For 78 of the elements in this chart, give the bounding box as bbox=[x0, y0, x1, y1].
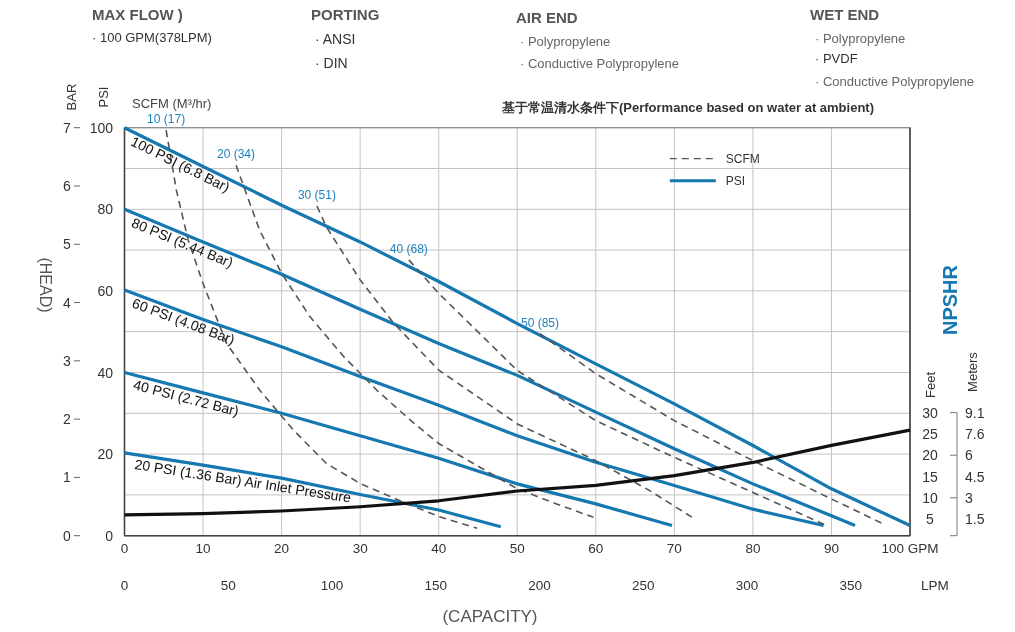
y-axis-title: PSI bbox=[96, 86, 111, 108]
text: · Polypropylene bbox=[815, 31, 906, 46]
chart-subtitle: 基于常温清水条件下(Performance based on water at ambient) bbox=[500, 100, 875, 115]
x-tick-label: 60 bbox=[588, 541, 604, 556]
y3-tick-label: 20 bbox=[922, 447, 938, 464]
text: · Conductive Polypropylene bbox=[520, 56, 679, 71]
x2-tick-label: 350 bbox=[839, 578, 863, 593]
x2-axis-title: LPM bbox=[921, 578, 949, 593]
y2-tick-label: 0 bbox=[63, 527, 72, 544]
annotation: 10 (17) bbox=[147, 112, 186, 127]
y3-tick-label: 10 bbox=[922, 489, 938, 506]
x2-tick-label: 50 bbox=[220, 578, 236, 593]
text: AIR END bbox=[516, 9, 578, 26]
text: PORTING bbox=[311, 6, 380, 23]
y-tick-label: 40 bbox=[97, 364, 114, 381]
x2-tick-label: 250 bbox=[632, 578, 655, 593]
y2-tick-label: 7 bbox=[63, 119, 72, 136]
annotation: 50 (85) bbox=[521, 315, 560, 330]
annotation: 40 (68) bbox=[389, 241, 428, 256]
x-tick-label: 20 bbox=[274, 541, 290, 556]
y2-axis-title: BAR bbox=[64, 83, 79, 111]
x-tick-label: 10 bbox=[195, 541, 211, 556]
x-tick-label: 100 GPM bbox=[881, 541, 939, 556]
x-tick-label: 50 bbox=[509, 541, 525, 556]
y3-tick-label: 30 bbox=[922, 404, 938, 421]
x-axis-title: (CAPACITY) bbox=[442, 607, 538, 626]
legend-label: PSI bbox=[725, 173, 746, 188]
text: · Polypropylene bbox=[520, 34, 611, 49]
x2-tick-label: 0 bbox=[120, 578, 129, 593]
annotation: 60 PSI (4.08 Bar) bbox=[130, 294, 237, 348]
y2-tick-label: 1 bbox=[63, 469, 72, 486]
text: · PVDF bbox=[815, 51, 858, 66]
text: 6 bbox=[965, 447, 973, 464]
annotation: 20 PSI (1.36 Bar) Air Inlet Pressure bbox=[133, 456, 353, 506]
text: 9.1 bbox=[965, 404, 985, 421]
annotation: 20 (34) bbox=[217, 147, 256, 162]
text: (HEAD) bbox=[37, 257, 54, 313]
text: MAX FLOW ) bbox=[92, 6, 183, 23]
y3-axis-title: Feet bbox=[923, 371, 938, 399]
text: 4.5 bbox=[965, 468, 985, 485]
y2-tick-label: 4 bbox=[63, 294, 72, 311]
y-tick-label: 60 bbox=[97, 282, 114, 299]
text: · DIN bbox=[315, 55, 348, 71]
text: 3 bbox=[965, 489, 973, 506]
text: 1.5 bbox=[965, 511, 985, 528]
y3-tick-label: 5 bbox=[926, 511, 935, 528]
x-tick-label: 70 bbox=[666, 541, 682, 556]
text: NPSHR bbox=[939, 264, 961, 336]
text: · 100 GPM(378LPM) bbox=[92, 30, 212, 45]
legend-label: SCFM bbox=[725, 151, 760, 166]
text: · ANSI bbox=[315, 31, 356, 47]
annotation: 40 PSI (2.72 Bar) bbox=[131, 376, 241, 420]
x2-tick-label: 100 bbox=[320, 578, 344, 593]
x2-tick-label: 300 bbox=[735, 578, 759, 593]
text: · Conductive Polypropylene bbox=[815, 74, 974, 89]
y-tick-label: 20 bbox=[97, 446, 114, 463]
y3-tick-label: 25 bbox=[922, 425, 938, 442]
text: Meters bbox=[965, 351, 980, 392]
y-tick-label: 80 bbox=[97, 201, 114, 218]
text: 7.6 bbox=[965, 425, 985, 442]
x-tick-label: 30 bbox=[352, 541, 368, 556]
x-tick-label: 90 bbox=[823, 541, 839, 556]
y2-tick-label: 5 bbox=[63, 236, 72, 253]
y2-tick-label: 2 bbox=[63, 411, 72, 428]
x2-tick-label: 150 bbox=[424, 578, 448, 593]
y2-tick-label: 3 bbox=[63, 352, 72, 369]
x-tick-label: 0 bbox=[120, 541, 129, 556]
text: SCFM (M³/hr) bbox=[132, 96, 212, 111]
y-tick-label: 0 bbox=[105, 527, 114, 544]
text: WET END bbox=[810, 6, 880, 23]
y3-tick-label: 15 bbox=[922, 468, 938, 485]
y-tick-label: 100 bbox=[89, 119, 114, 136]
annotation: 80 PSI (5.44 Bar) bbox=[129, 214, 236, 271]
x-tick-label: 40 bbox=[431, 541, 447, 556]
x2-tick-label: 200 bbox=[528, 578, 551, 593]
annotation: 30 (51) bbox=[297, 188, 336, 203]
x-tick-label: 80 bbox=[745, 541, 761, 556]
y2-tick-label: 6 bbox=[63, 177, 72, 194]
